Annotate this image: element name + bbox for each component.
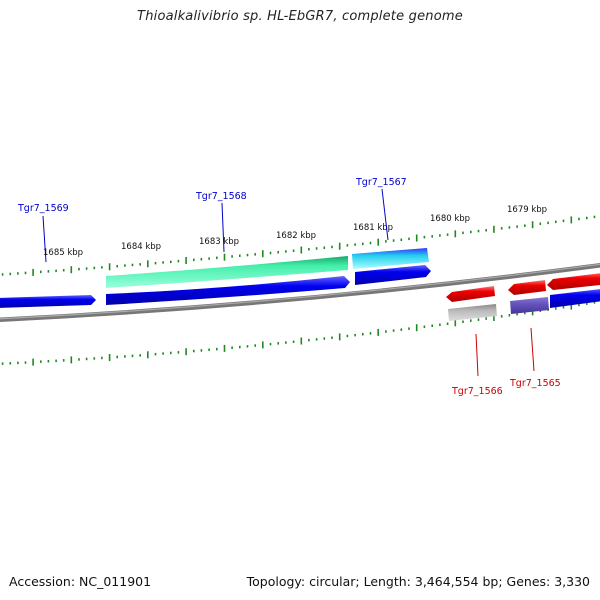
kbp-label-1680: 1680 kbp: [430, 214, 470, 224]
leader-tgr7-1569: [42, 215, 47, 263]
genome-backbone: [0, 263, 600, 322]
kbp-label-1685: 1685 kbp: [43, 248, 83, 258]
leader-tgr7-1565: [530, 327, 535, 372]
feature-tgr7-1565[interactable]: [510, 297, 549, 314]
cds-reverse-right[interactable]: [547, 272, 600, 290]
outer-tick-ring: [1, 215, 596, 276]
gene-label-tgr7-1565[interactable]: Tgr7_1565: [509, 378, 561, 389]
kbp-label-1681: 1681 kbp: [353, 223, 393, 233]
accession-text: Accession: NC_011901: [9, 574, 152, 589]
inner-tick-ring: [1, 301, 596, 366]
topology-text: Topology: circular; Length: 3,464,554 bp…: [246, 574, 590, 589]
map-title: Thioalkalivibrio sp. HL-EbGR7, complete …: [137, 9, 463, 24]
kbp-label-1679: 1679 kbp: [507, 205, 547, 215]
feature-tgr7-1568[interactable]: [106, 256, 348, 288]
kbp-label-1684: 1684 kbp: [121, 242, 161, 252]
kbp-label-1682: 1682 kbp: [276, 231, 316, 241]
cds-forward-tgr7-1569[interactable]: [0, 295, 96, 308]
gene-label-tgr7-1569[interactable]: Tgr7_1569: [17, 203, 69, 214]
kbp-label-1683: 1683 kbp: [199, 237, 239, 247]
cds-forward-tgr7-1567[interactable]: [355, 265, 431, 285]
cds-reverse-tgr7-1565[interactable]: [508, 280, 546, 295]
genome-backbone-highlight: [0, 263, 600, 320]
cds-forward-right[interactable]: [550, 288, 600, 308]
leader-tgr7-1566: [475, 333, 479, 377]
cds-forward-tgr7-1568[interactable]: [106, 276, 350, 305]
gene-label-tgr7-1566[interactable]: Tgr7_1566: [451, 386, 503, 397]
gene-label-tgr7-1568[interactable]: Tgr7_1568: [195, 191, 247, 202]
leader-tgr7-1567: [381, 188, 389, 241]
leader-tgr7-1568: [221, 202, 225, 253]
feature-tgr7-1566[interactable]: [448, 304, 497, 321]
gene-label-tgr7-1567[interactable]: Tgr7_1567: [355, 177, 407, 188]
feature-tgr7-1567[interactable]: [352, 248, 429, 269]
cds-reverse-tgr7-1566[interactable]: [446, 286, 495, 302]
